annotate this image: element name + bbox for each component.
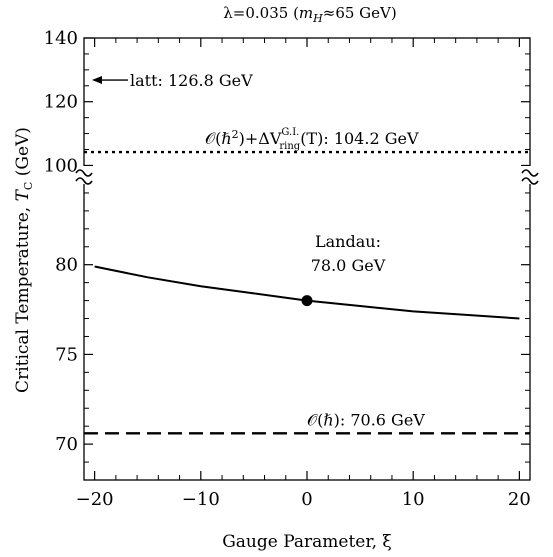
dashed-line-label: 𝒪(ℏ): 70.6 GeV — [307, 410, 425, 429]
landau-point — [301, 295, 313, 307]
axis-break-squiggle — [521, 177, 539, 185]
y-tick-label: 75 — [55, 344, 78, 365]
latt-arrow-head — [92, 76, 102, 85]
x-tick-label: 10 — [402, 489, 425, 510]
chart-lines — [84, 150, 530, 435]
landau-value: 78.0 GeV — [311, 256, 386, 275]
axis-break-marks — [75, 166, 539, 185]
y-tick-label: 70 — [55, 434, 78, 455]
latt-label: latt: 126.8 GeV — [130, 71, 253, 90]
axis-tick-labels: −20 −10 0 10 20 70 75 80 100 120 140 — [44, 28, 531, 510]
axis-break-squiggle — [75, 177, 93, 185]
axis-ticks — [84, 37, 530, 480]
y-tick-label: 80 — [55, 255, 78, 276]
landau-label: Landau: — [315, 232, 381, 251]
x-axis-title: Gauge Parameter, ξ — [222, 532, 392, 552]
chart-annotations: Landau: 78.0 GeV latt: 126.8 GeV 𝒪(ℏ2)+ΔVG.… — [92, 71, 425, 429]
series-curve — [94, 265, 520, 320]
x-tick-label: 0 — [301, 489, 312, 510]
x-tick-label: 20 — [508, 489, 531, 510]
y-tick-label: 100 — [44, 155, 78, 176]
chart-title: λ=0.035 (mH≈65 GeV) — [223, 4, 396, 25]
axis-break-squiggle — [75, 169, 93, 177]
y-tick-label: 140 — [44, 28, 78, 49]
x-tick-label: −20 — [76, 489, 114, 510]
y-tick-label: 120 — [44, 92, 78, 113]
x-tick-label: −10 — [182, 489, 220, 510]
y-axis-title: Critical Temperature, TC (GeV) — [13, 127, 35, 393]
axis-break-squiggle — [521, 169, 539, 177]
dotted-line-label: 𝒪(ℏ2)+ΔVG.I. ring(T): 104.2 GeV — [205, 127, 419, 152]
